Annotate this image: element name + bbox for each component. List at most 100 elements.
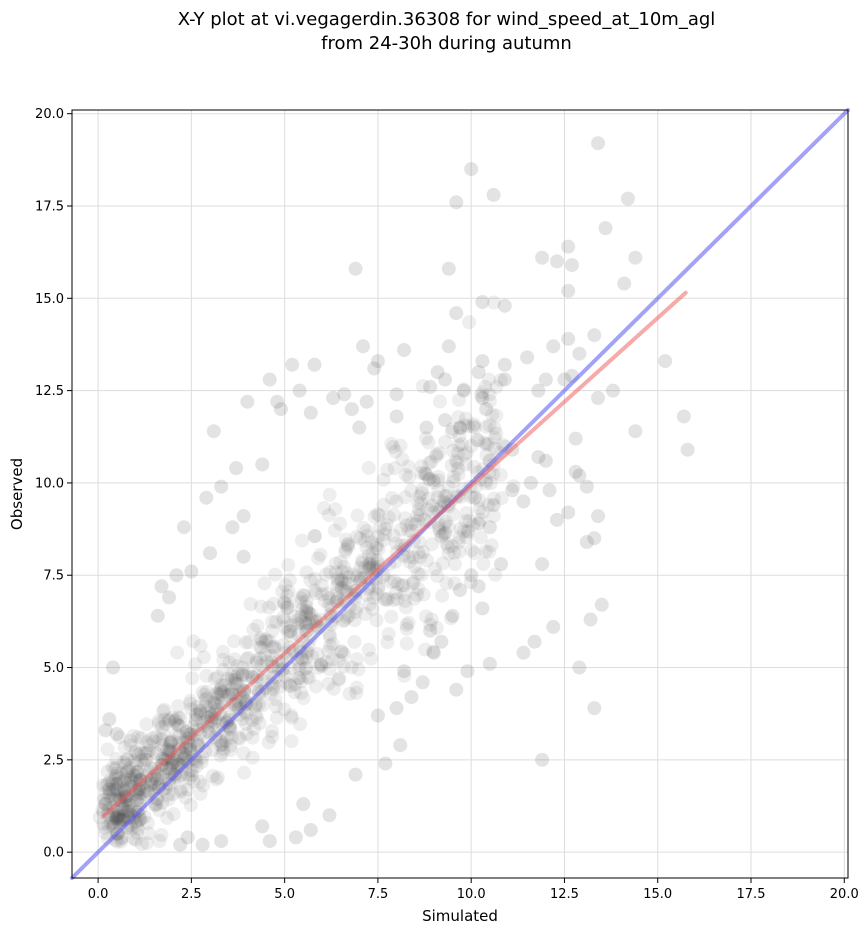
scatter-point [151,713,166,728]
scatter-point [505,483,520,498]
scatter-point [109,812,124,827]
scatter-point [115,802,130,817]
y-tick-label: 17.5 [35,200,64,215]
scatter-point [350,652,365,667]
scatter-point [370,708,385,723]
scatter-point [605,383,620,398]
scatter-point [124,798,139,813]
scatter-point [313,656,328,671]
scatter-point [335,564,350,579]
scatter-point [123,738,138,753]
scatter-point [180,830,195,845]
scatter-point [406,550,421,565]
scatter-point [486,187,501,202]
scatter-point [482,544,497,559]
scatter-point [151,716,166,731]
scatter-point [680,442,695,457]
scatter-point [338,544,353,559]
scatter-point [103,816,118,831]
scatter-point [336,659,351,674]
chart-subtitle: from 24-30h during autumn [321,33,572,54]
scatter-point [223,738,238,753]
scatter-point [441,546,456,561]
scatter-point [282,624,297,639]
scatter-point [209,772,224,787]
scatter-point [401,615,416,630]
grid-lines [72,110,848,878]
scatter-point [482,656,497,671]
scatter-point [376,533,391,548]
x-axis-label: Simulated [422,907,498,925]
scatter-point [109,760,124,775]
scatter-point [307,529,322,544]
scatter-point [98,797,113,812]
scatter-point [156,704,171,719]
scatter-point [224,730,239,745]
scatter-point [479,402,494,417]
scatter-point [414,459,429,474]
scatter-point [171,710,186,725]
scatter-point [287,609,302,624]
scatter-point [189,758,204,773]
scatter-point [467,490,482,505]
scatter-point [183,693,198,708]
scatter-point [130,821,145,836]
scatter-point [261,600,276,615]
scatter-point [489,426,504,441]
scatter-point [364,552,379,567]
scatter-point [430,365,445,380]
scatter-point [141,826,156,841]
scatter-point [457,418,472,433]
scatter-point [371,529,386,544]
scatter-point [475,601,490,616]
scatter-point [399,617,414,632]
scatter-point [214,678,229,693]
scatter-point [361,460,376,475]
scatter-point [404,690,419,705]
scatter-point [404,516,419,531]
scatter-point [106,819,121,834]
scatter-point [328,565,343,580]
scatter-point [199,691,214,706]
scatter-point [144,777,159,792]
scatter-point [467,420,482,435]
scatter-point [246,622,261,637]
scatter-point [300,669,315,684]
scatter-point [265,676,280,691]
scatter-point [230,658,245,673]
scatter-point [150,608,165,623]
scatter-point [471,365,486,380]
scatter-point [464,162,479,177]
scatter-point [359,394,374,409]
scatter-point [423,379,438,394]
scatter-point [186,634,201,649]
scatter-point [111,770,126,785]
x-tick-label: 20.0 [830,887,859,902]
scatter-point [296,691,311,706]
scatter-point [284,708,299,723]
scatter-point [324,600,339,615]
scatter-point [488,567,503,582]
scatter-point [380,462,395,477]
scatter-point [262,634,277,649]
scatter-point [381,510,396,525]
scatter-point [299,565,314,580]
scatter-point [129,764,144,779]
scatter-point [387,574,402,589]
scatter-point [386,528,401,543]
scatter-point [327,523,342,538]
scatter-point [109,727,124,741]
scatter-point [147,776,162,791]
scatter-point [321,644,336,659]
scatter-point [516,645,531,660]
scatter-point [399,600,414,615]
scatter-point [347,634,362,649]
scatter-point [431,483,446,498]
scatter-point [341,570,356,585]
scatter-point [371,542,386,557]
scatter-point [112,730,127,745]
scatter-point [531,450,546,465]
scatter-point [249,710,264,725]
scatter-point [538,372,553,387]
scatter-point [262,834,277,849]
